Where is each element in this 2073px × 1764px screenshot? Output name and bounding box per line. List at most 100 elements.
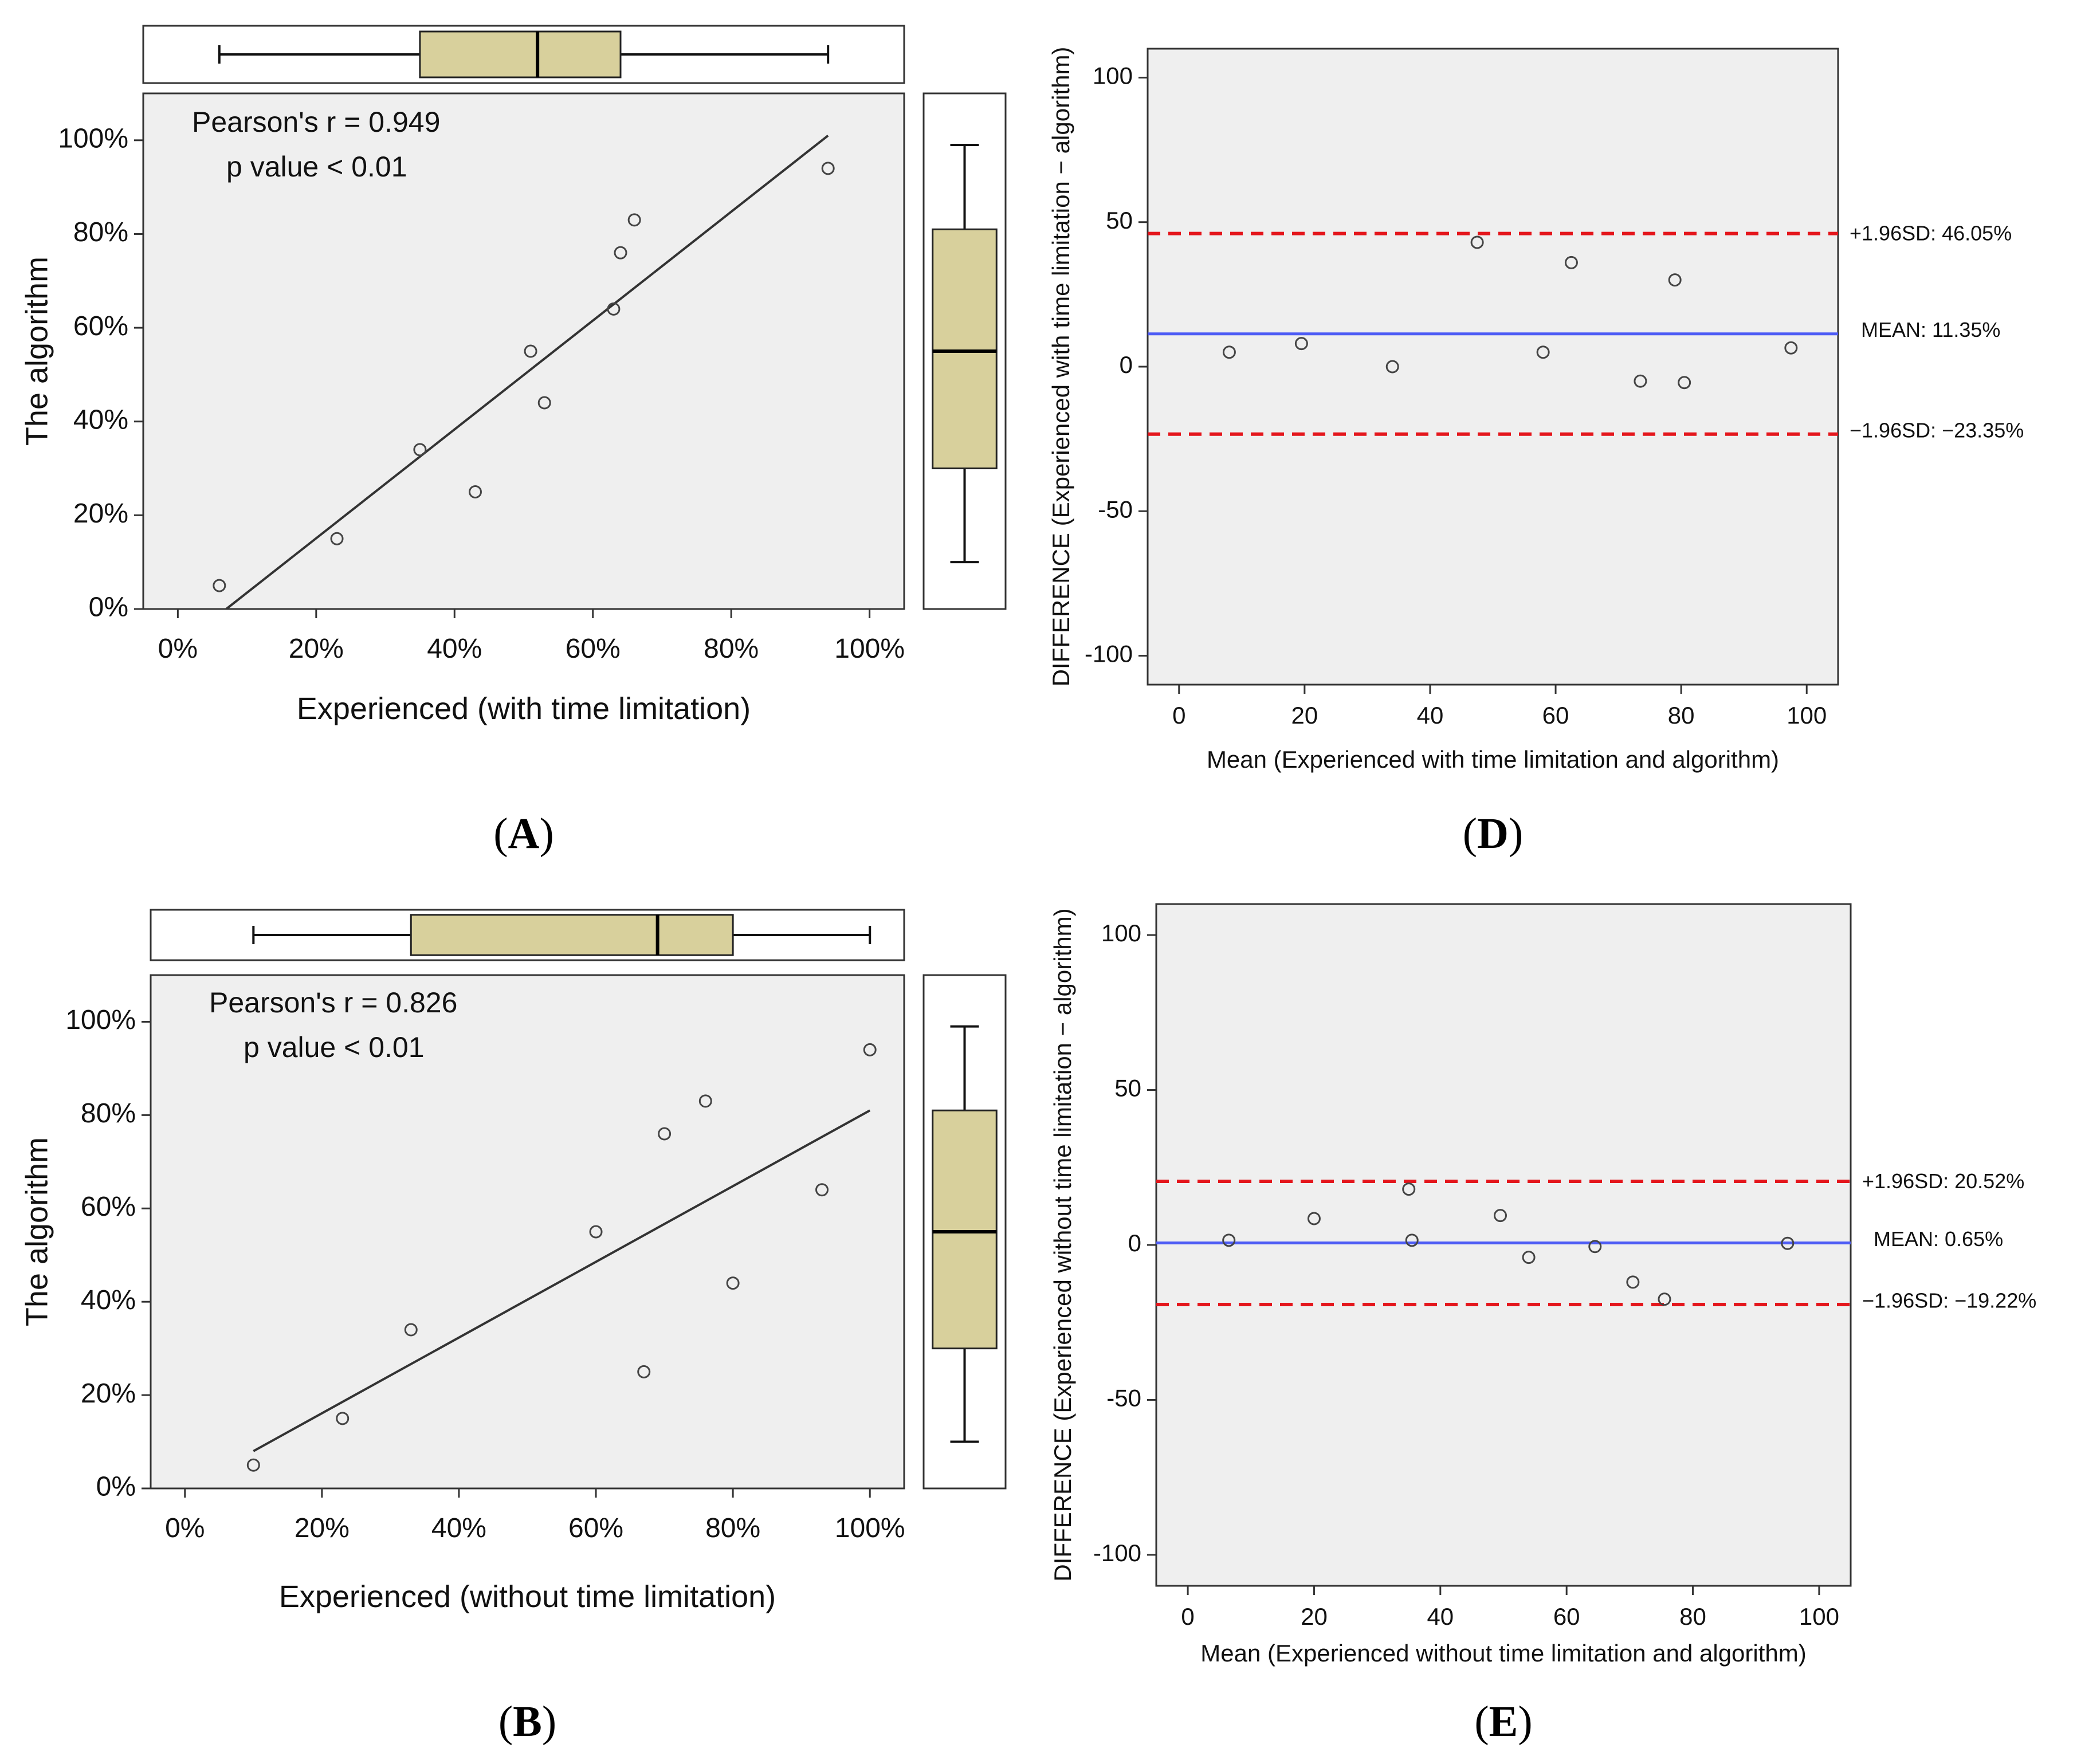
plot-area — [1155, 903, 1852, 1587]
data-point — [336, 1412, 350, 1425]
data-point — [589, 1225, 603, 1239]
data-point — [726, 1276, 740, 1290]
y-axis-label: The algorithm — [19, 1137, 54, 1326]
panel-label-letter: B — [513, 1698, 542, 1746]
x-tick-label: 100 — [1799, 1603, 1839, 1630]
regression-line — [225, 135, 829, 610]
y-tick-label: 100% — [65, 1005, 136, 1035]
x-tick-label: 0 — [1172, 702, 1185, 729]
data-point — [1588, 1240, 1602, 1254]
regression-line — [253, 1109, 871, 1452]
plot-area — [142, 92, 905, 610]
panel-label-paren-close: ) — [1509, 810, 1523, 858]
panel-label: (E) — [1474, 1698, 1532, 1746]
data-point — [1634, 374, 1647, 388]
data-point — [1522, 1251, 1536, 1264]
y-tick-label: -100 — [1093, 1539, 1141, 1566]
data-point — [1678, 376, 1691, 390]
panel-e: -100 -50 0 50 100 0 20 40 60 80 100 +1.96SD: 20.52%… — [1049, 903, 2036, 1746]
data-point — [1536, 345, 1550, 359]
pearson-annotation: Pearson's r = 0.949 — [192, 106, 440, 138]
x-tick-label: 40% — [427, 634, 482, 664]
data-point — [1493, 1209, 1507, 1223]
data-point — [1658, 1292, 1671, 1306]
panel-label-paren-open: ( — [493, 810, 508, 858]
lower-limit-label: −1.96SD: −23.35% — [1850, 418, 2024, 442]
data-point — [1784, 341, 1798, 355]
x-tick-label: 0% — [165, 1513, 205, 1543]
y-tick-label: 20% — [81, 1378, 136, 1409]
panel-label: (B) — [498, 1698, 556, 1746]
x-tick-label: 40% — [431, 1513, 486, 1543]
panel-label-letter: D — [1477, 810, 1509, 858]
plot-area — [150, 974, 905, 1490]
y-tick-label: -100 — [1085, 641, 1133, 667]
y-tick-label: 80% — [73, 217, 128, 247]
data-point — [1222, 1233, 1236, 1247]
data-point — [614, 246, 627, 260]
panel-label-paren-close: ) — [1518, 1698, 1532, 1746]
data-point — [468, 485, 482, 498]
data-point — [330, 532, 344, 545]
x-tick-label: 0 — [1181, 1603, 1194, 1630]
y-tick-label: 100 — [1101, 920, 1141, 946]
y-tick-label: 50 — [1114, 1075, 1141, 1102]
x-tick-label: 100% — [834, 634, 905, 664]
panel-label-paren-close: ) — [542, 1698, 556, 1746]
data-point — [1385, 360, 1399, 374]
mean-label: MEAN: 0.65% — [1874, 1227, 2003, 1251]
x-tick-label: 60 — [1542, 702, 1569, 729]
data-point — [815, 1183, 829, 1197]
panel-a: 0% 20% 40% 60% 80% 100% 0% 20% 40% 60% 80% 100% Pear… — [19, 25, 1007, 858]
upper-limit-label: +1.96SD: 20.52% — [1862, 1169, 2024, 1193]
pearson-annotation: Pearson's r = 0.826 — [209, 987, 457, 1019]
data-point — [821, 162, 835, 175]
y-box — [932, 228, 998, 470]
panel-label-paren-open: ( — [1474, 1698, 1489, 1746]
x-axis-label: Experienced (with time limitation) — [297, 692, 751, 726]
x-tick-label: 80% — [705, 1513, 760, 1543]
data-point — [1222, 345, 1236, 359]
x-tick-label: 60% — [568, 1513, 623, 1543]
data-point — [698, 1094, 712, 1108]
lower-limit-label: −1.96SD: −19.22% — [1862, 1288, 2036, 1312]
data-point — [404, 1323, 418, 1337]
y-axis-label: DIFFERENCE (Experienced without time lim… — [1049, 908, 1076, 1581]
x-axis-label: Mean (Experienced with time limitation a… — [1207, 746, 1779, 773]
data-point — [213, 579, 226, 592]
data-point — [413, 443, 427, 457]
data-point — [863, 1043, 877, 1056]
x-tick-label: 60 — [1553, 1603, 1580, 1630]
y-tick-label: 60% — [73, 311, 128, 341]
x-tick-label: 20% — [289, 634, 344, 664]
y-axis-label: DIFFERENCE (Experienced with time limita… — [1047, 47, 1074, 687]
data-point — [1564, 256, 1578, 269]
data-point — [537, 396, 551, 410]
data-point — [246, 1458, 260, 1472]
panel-label-paren-open: ( — [1463, 810, 1477, 858]
pvalue-annotation: p value < 0.01 — [226, 151, 407, 183]
y-axis-label: The algorithm — [19, 257, 54, 446]
panel-label: (A) — [493, 810, 554, 858]
panel-label-paren-open: ( — [498, 1698, 513, 1746]
panel-label-letter: E — [1489, 1698, 1518, 1746]
y-tick-label: 20% — [73, 498, 128, 529]
y-tick-label: 100% — [58, 123, 128, 154]
mean-label: MEAN: 11.35% — [1861, 318, 2000, 341]
data-point — [1470, 235, 1484, 249]
data-point — [1781, 1236, 1795, 1250]
y-tick-label: -50 — [1106, 1385, 1141, 1412]
pvalue-annotation: p value < 0.01 — [244, 1031, 425, 1063]
data-point — [627, 213, 641, 227]
y-tick-label: 80% — [81, 1098, 136, 1129]
plot-area — [1147, 48, 1839, 686]
x-tick-label: 20 — [1301, 1603, 1328, 1630]
y-tick-label: 0 — [1120, 351, 1133, 378]
x-box — [410, 914, 734, 956]
panel-label-letter: A — [508, 810, 540, 858]
data-point — [1402, 1182, 1416, 1196]
x-tick-label: 40 — [1417, 702, 1444, 729]
x-tick-label: 40 — [1427, 1603, 1454, 1630]
data-point — [1307, 1212, 1321, 1225]
